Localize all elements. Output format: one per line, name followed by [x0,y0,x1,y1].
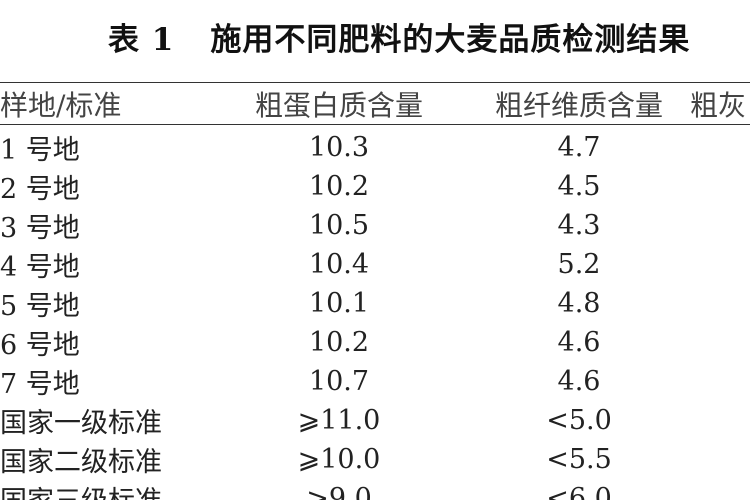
crude-protein-value: ⩾10.0 [297,444,381,475]
crude-protein-value: 10.2 [308,171,370,202]
crude-ash-value [690,284,750,323]
table-row: 7 号地 10.7 4.6 [0,362,750,401]
row-label: 6 号地 [0,330,80,361]
crude-fiber-value: <5.5 [546,444,612,475]
table-row: 3 号地 10.5 4.3 [0,206,750,245]
crude-fiber-value: 5.2 [557,249,601,280]
header-crude-protein: 粗蛋白质含量 [254,89,423,122]
crude-fiber-value: 4.6 [557,327,601,358]
header-row: 样地/标准 粗蛋白质含量 粗纤维质含量 粗灰 [0,84,750,124]
crude-ash-value [690,124,750,167]
table-row: 国家三级标准 ⩾9.0 <6.0 [0,479,750,500]
crude-protein-value: 10.5 [308,210,370,241]
row-label: 3 号地 [0,213,80,244]
crude-protein-value: ⩾11.0 [297,405,381,436]
crude-fiber-value: 4.5 [557,171,601,202]
row-label: 国家三级标准 [0,479,210,500]
crude-fiber-value: 4.8 [557,288,601,319]
header-plot: 样地/标准 [0,89,122,122]
header-crude-fiber: 粗纤维质含量 [494,89,663,122]
table-caption: 表 1 施用不同肥料的大麦品质检测结果 [108,14,690,59]
top-rule [0,82,750,83]
table-row: 国家一级标准 ⩾11.0 <5.0 [0,401,750,440]
table-row: 4 号地 10.4 5.2 [0,245,750,284]
header-crude-ash: 粗灰 [690,89,747,122]
table-row: 国家二级标准 ⩾10.0 <5.5 [0,440,750,479]
header-rule [0,124,750,125]
crude-protein-value: 10.4 [308,249,370,280]
crude-protein-value: 10.7 [308,366,370,397]
crude-protein-value: ⩾9.0 [306,483,372,500]
table-row: 6 号地 10.2 4.6 [0,323,750,362]
row-label: 国家一级标准 [0,408,162,439]
crude-ash-value [690,206,750,245]
row-label: 7 号地 [0,369,80,400]
row-label: 国家二级标准 [0,447,162,478]
crude-ash-value [690,167,750,206]
table-row: 5 号地 10.1 4.8 [0,284,750,323]
results-table: 样地/标准 粗蛋白质含量 粗纤维质含量 粗灰 1 号地 10.3 4.7 2 号… [0,84,750,500]
crude-fiber-value: 4.7 [557,132,601,163]
crude-ash-value [690,245,750,284]
crude-protein-value: 10.3 [308,132,370,163]
table-row: 1 号地 10.3 4.7 [0,124,750,167]
crude-fiber-value: 4.3 [557,210,601,241]
crude-protein-value: 10.1 [308,288,370,319]
row-label: 4 号地 [0,252,80,283]
row-label: 1 号地 [0,135,80,166]
crude-fiber-value: 4.6 [557,366,601,397]
crude-ash-value [690,362,750,401]
crude-ash-value [690,440,750,479]
crude-fiber-value: <5.0 [546,405,612,436]
table-row: 2 号地 10.2 4.5 [0,167,750,206]
crude-ash-value [690,401,750,440]
crude-fiber-value: <6.0 [546,483,612,500]
row-label: 2 号地 [0,174,80,205]
row-label: 5 号地 [0,291,80,322]
crude-protein-value: 10.2 [308,327,370,358]
table-number: 表 1 [108,22,175,58]
table-title: 施用不同肥料的大麦品质检测结果 [210,22,691,58]
crude-ash-value [690,323,750,362]
crude-ash-value [690,479,750,500]
